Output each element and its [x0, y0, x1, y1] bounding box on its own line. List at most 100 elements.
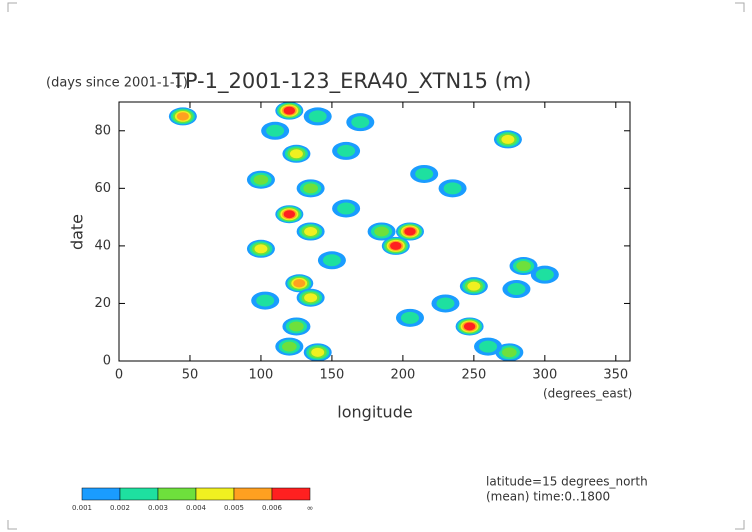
- contour-band: [337, 144, 356, 157]
- contour-band: [436, 297, 455, 310]
- contour-band: [304, 293, 318, 303]
- contour-band: [374, 226, 389, 237]
- contour-band: [501, 134, 515, 144]
- plot-frame: [118, 101, 631, 362]
- contour-blob: [275, 101, 304, 120]
- contour-blob: [303, 107, 332, 126]
- x-tick-label: 300: [532, 368, 557, 383]
- x-tick-label: 100: [249, 368, 274, 383]
- contour-blob: [275, 337, 304, 356]
- contour-blob: [317, 251, 346, 270]
- contour-blob: [246, 239, 275, 258]
- contour-band: [289, 149, 303, 159]
- note: latitude=15 degrees_north: [486, 475, 648, 489]
- contour-blob: [530, 265, 559, 284]
- contour-blob: [509, 257, 538, 276]
- contour-band: [337, 202, 356, 215]
- contour-blob: [168, 107, 197, 126]
- colorbar-swatch: [157, 487, 197, 501]
- y-tick-label: 80: [94, 123, 111, 138]
- contour-band: [479, 340, 498, 353]
- contour-blob: [296, 288, 325, 307]
- contour-band: [304, 227, 318, 236]
- colorbar-swatch: [195, 487, 235, 501]
- x-tick-label: 0: [115, 368, 123, 383]
- contour-band: [311, 347, 325, 357]
- colorbar-label: 0.004: [186, 504, 207, 512]
- contour-band: [467, 281, 481, 291]
- contour-blob: [282, 317, 311, 336]
- contour-band: [322, 254, 341, 267]
- colorbar-label: 0.005: [224, 504, 244, 512]
- colorbar-label: ∞: [307, 504, 314, 513]
- contour-blob: [296, 179, 325, 198]
- contour-blob: [303, 343, 332, 362]
- contour-band: [308, 110, 327, 123]
- contour-blob: [438, 179, 467, 198]
- contour-blob: [395, 222, 424, 241]
- y-units: (days since 2001-1-1): [46, 76, 188, 91]
- contour-blob: [285, 274, 314, 293]
- x-tick-label: 350: [603, 368, 628, 383]
- contour-blob: [332, 141, 361, 160]
- colorbar-label: 0.003: [148, 504, 168, 512]
- contour-blob: [296, 222, 325, 241]
- contour-band: [443, 182, 462, 195]
- contour-band: [283, 210, 296, 219]
- x-tick-label: 50: [182, 368, 199, 383]
- colorbar-swatch: [119, 487, 159, 501]
- y-tick-label: 0: [103, 354, 111, 369]
- contour-band: [351, 116, 370, 129]
- corner-marks: [7, 2, 745, 530]
- x-axis-label: longitude: [337, 403, 412, 422]
- contour-blob: [459, 277, 488, 296]
- contour-blob: [381, 236, 410, 255]
- contour-blob: [395, 308, 424, 327]
- contour-band: [463, 322, 476, 331]
- colorbar-swatch: [233, 487, 273, 501]
- contour-blob: [332, 199, 361, 218]
- contour-blob: [502, 280, 531, 299]
- contour-blob: [455, 317, 484, 336]
- contour-blob: [495, 343, 524, 362]
- contour-band: [176, 112, 189, 121]
- note: (mean) time:0..1800: [486, 490, 610, 504]
- colorbar-label: 0.002: [110, 504, 130, 512]
- contour-band: [415, 167, 434, 180]
- colorbar-swatch: [271, 487, 311, 501]
- contour-band: [404, 227, 416, 236]
- x-tick-label: 200: [390, 368, 415, 383]
- chart-title: TP-1_2001-123_ERA40_XTN15 (m): [171, 69, 531, 94]
- contour-band: [502, 347, 517, 358]
- contour-band: [282, 341, 297, 352]
- contour-blob: [246, 170, 275, 189]
- y-tick-label: 20: [94, 296, 111, 311]
- contour-band: [253, 174, 269, 185]
- contour-blob: [367, 222, 396, 241]
- contour-band: [400, 311, 419, 324]
- y-tick-label: 60: [94, 181, 111, 196]
- contour-band: [266, 124, 285, 137]
- contour-band: [516, 261, 531, 272]
- contour-blob: [261, 121, 290, 140]
- x-units: (degrees_east): [543, 387, 632, 401]
- contour-band: [283, 106, 296, 115]
- contour-band: [535, 268, 554, 281]
- contour-blob: [410, 164, 439, 183]
- x-tick-label: 250: [461, 368, 486, 383]
- contour-blob: [493, 130, 522, 149]
- contour-band: [289, 321, 304, 332]
- colorbar-label: 0.001: [72, 504, 92, 512]
- x-tick-label: 150: [320, 368, 345, 383]
- y-tick-label: 40: [94, 238, 111, 253]
- colorbar-swatch: [81, 487, 121, 501]
- colorbar-label: 0.006: [262, 504, 283, 512]
- contour-band: [303, 183, 318, 194]
- y-axis-label: date: [68, 214, 87, 250]
- contour-blob: [346, 113, 375, 132]
- contour-band: [256, 294, 275, 307]
- contour-blob: [431, 294, 460, 313]
- contour-band: [293, 279, 306, 288]
- contour-blob: [251, 291, 280, 310]
